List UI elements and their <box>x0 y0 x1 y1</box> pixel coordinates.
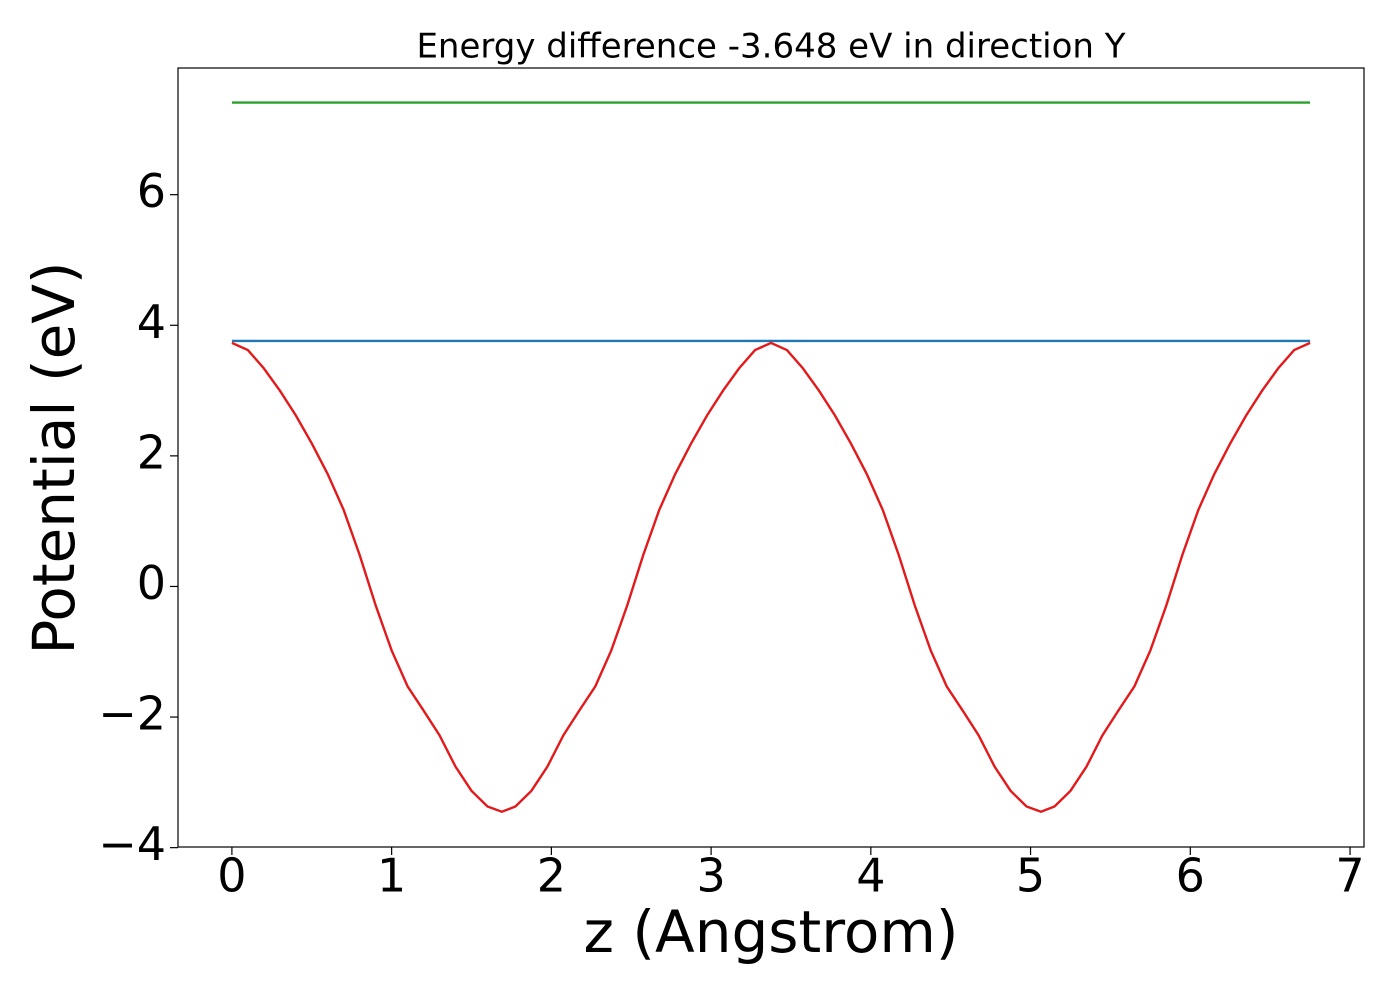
x-tick-label: 2 <box>537 849 566 903</box>
x-tick-label: 6 <box>1176 849 1205 903</box>
x-tick-label: 0 <box>217 849 246 903</box>
x-tick-label: 5 <box>1016 849 1045 903</box>
y-tick-label: 6 <box>137 164 166 218</box>
x-tick-label: 7 <box>1335 849 1364 903</box>
y-tick-label: 0 <box>137 556 166 610</box>
y-tick-label: 4 <box>137 295 166 349</box>
y-tick-label: −2 <box>98 687 166 741</box>
x-tick-label: 1 <box>377 849 406 903</box>
x-tick-label: 3 <box>696 849 725 903</box>
x-tick-label: 4 <box>856 849 885 903</box>
chart-title: Energy difference -3.648 eV in direction… <box>416 27 1125 67</box>
y-tick-label: −4 <box>98 817 166 871</box>
x-axis-label: z (Angstrom) <box>584 898 959 966</box>
line-series <box>231 341 1311 814</box>
plot-frame <box>177 67 1365 848</box>
y-tick-label: 2 <box>137 425 166 479</box>
y-axis-label: Potential (eV) <box>20 261 88 654</box>
